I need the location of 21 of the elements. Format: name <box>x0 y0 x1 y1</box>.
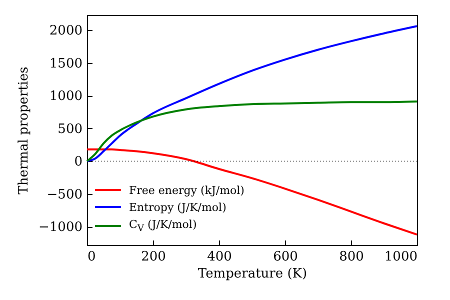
x-tick-label: 1000 <box>384 250 418 264</box>
x-tick-label: 600 <box>273 250 298 264</box>
line-series <box>86 148 418 236</box>
x-tick-label: 800 <box>339 250 364 264</box>
line-series <box>86 100 418 162</box>
line-series <box>86 25 418 162</box>
y-tick-label: −1000 <box>38 220 82 236</box>
legend-label: Entropy (J/K/mol) <box>129 200 226 216</box>
x-tick-label: 0 <box>88 250 96 264</box>
y-axis-title: Thermal properties <box>16 66 32 194</box>
x-tick-label: 200 <box>141 250 166 264</box>
y-tick-label: 2000 <box>49 24 82 39</box>
x-axis-title: Temperature (K) <box>198 266 308 282</box>
y-tick-label: 0 <box>74 154 82 170</box>
legend-label: Free energy (kJ/mol) <box>129 182 244 199</box>
legend-label: C$_{V}$ (J/K/mol) <box>129 216 197 236</box>
y-tick-label: −500 <box>46 187 82 202</box>
x-tick-label: 400 <box>207 250 232 264</box>
y-tick-label: 1500 <box>49 56 82 72</box>
y-tick-label: 1000 <box>49 89 82 104</box>
y-tick-label: 500 <box>58 122 82 137</box>
